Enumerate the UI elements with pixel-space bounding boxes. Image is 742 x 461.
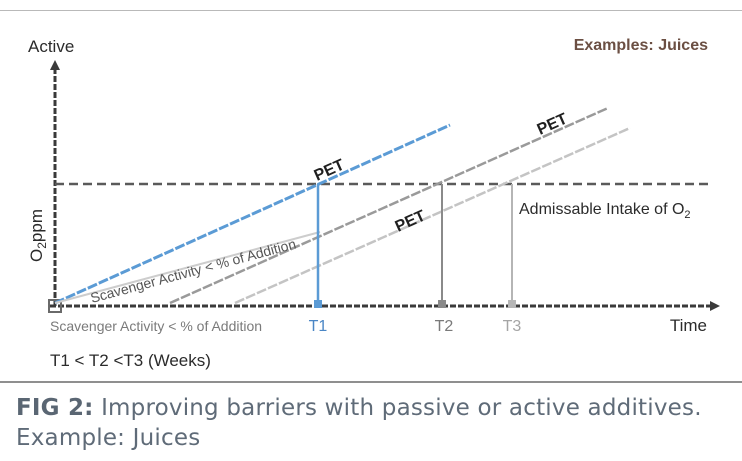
y-axis-label: O2ppm — [27, 209, 49, 262]
series-1-line — [54, 123, 451, 305]
origin-marker — [48, 299, 62, 313]
x-axis-note: Scavenger Activity < % of Addition — [50, 318, 262, 334]
y-label-subscript: 2 — [35, 242, 49, 249]
chart: Active Examples: Juices O2ppm PET PET PE… — [27, 37, 720, 370]
series-2-line — [169, 106, 609, 305]
x-tick-t2: T2 — [435, 318, 454, 335]
figure-caption: FIG 2: Improving barriers with passive o… — [16, 393, 716, 453]
order-note: T1 < T2 <T3 (Weeks) — [50, 351, 211, 370]
threshold-label-main: Admissable Intake of O — [519, 201, 684, 218]
y-label-main: O — [27, 249, 46, 262]
series-2-label: PET — [535, 110, 571, 138]
threshold-label-subscript: 2 — [684, 209, 690, 221]
t3-marker — [508, 300, 516, 308]
x-axis-arrow — [710, 301, 720, 311]
y-axis-arrow — [50, 60, 60, 70]
x-axis-label: Time — [670, 316, 707, 335]
t1-marker — [314, 300, 322, 308]
y-label-rest: ppm — [27, 209, 46, 242]
t2-marker — [438, 300, 446, 308]
series-3-label: PET — [393, 207, 429, 235]
threshold-label: Admissable Intake of O2 — [519, 201, 691, 221]
y-top-label: Active — [28, 37, 74, 56]
caption-text: Improving barriers with passive or activ… — [16, 395, 702, 451]
x-tick-t3: T3 — [503, 318, 522, 335]
scavenger-label: Scavenger Activity < % of Addition — [89, 236, 298, 306]
series-3-line — [234, 126, 631, 305]
chart-title: Examples: Juices — [574, 37, 708, 54]
caption-label: FIG 2: — [16, 395, 94, 421]
bottom-divider — [0, 381, 742, 383]
scavenger-line — [54, 231, 321, 304]
x-tick-t1: T1 — [309, 318, 328, 335]
top-divider — [0, 10, 742, 11]
